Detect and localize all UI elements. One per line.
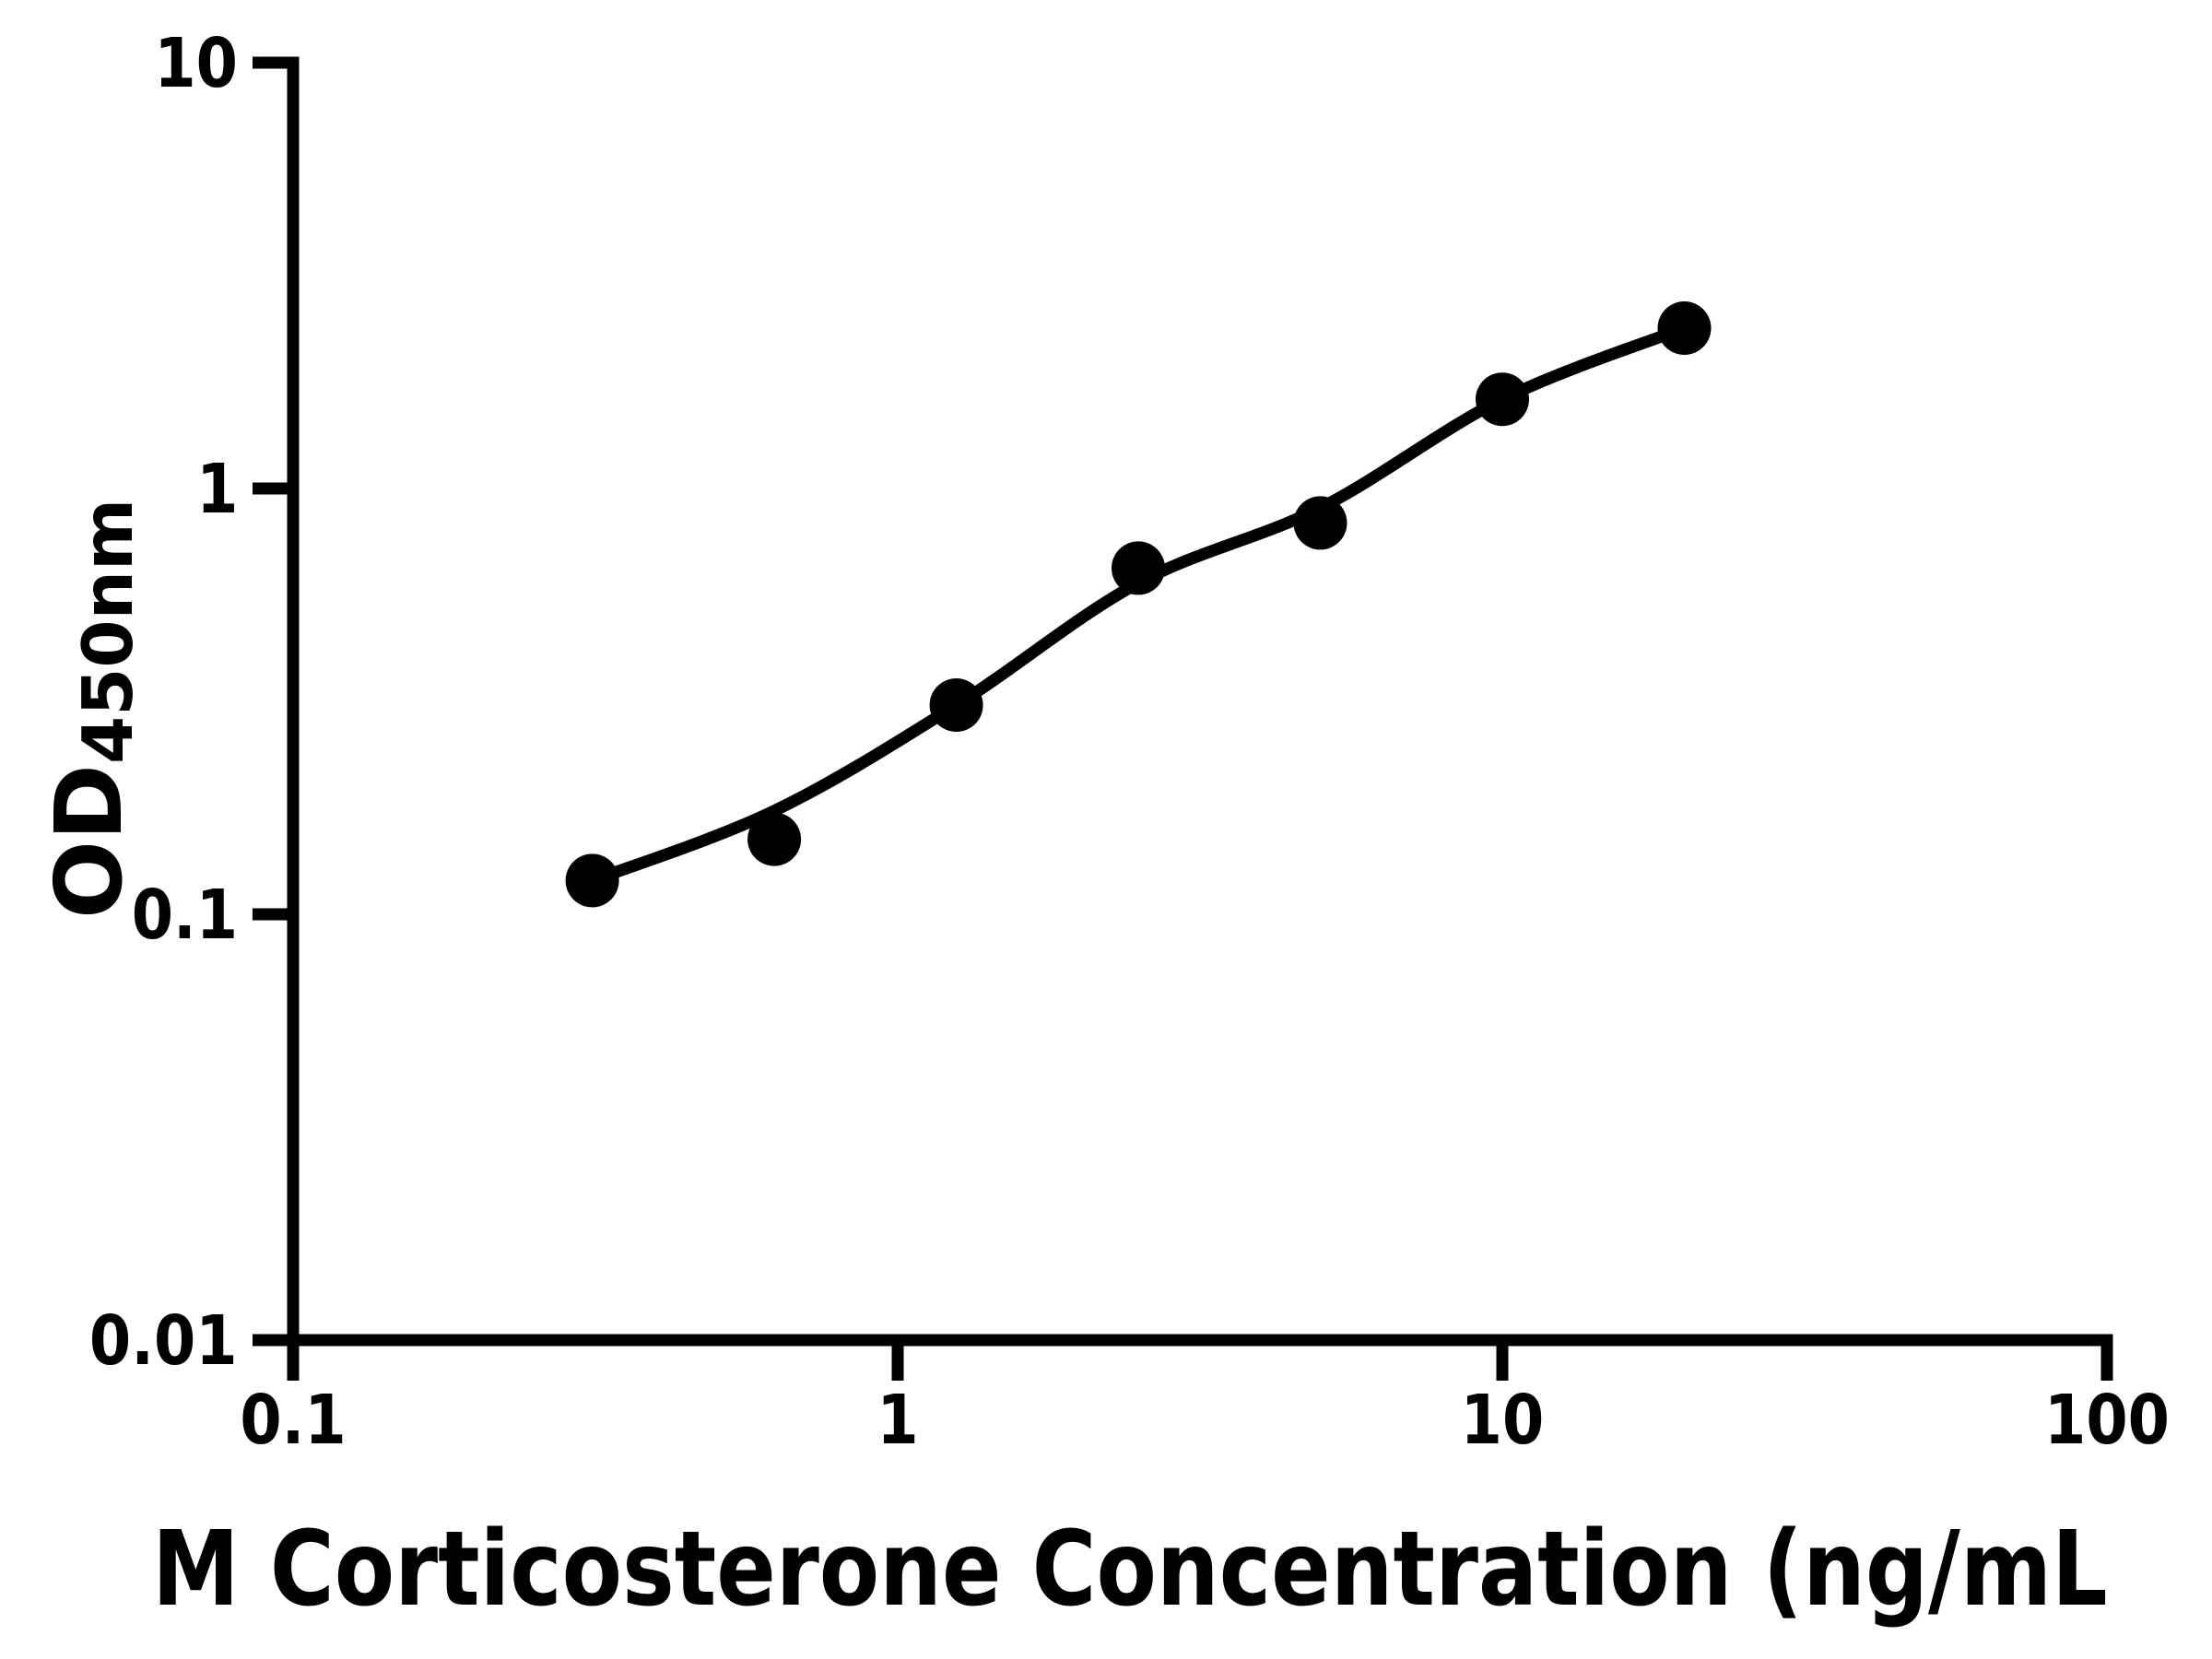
x-tick-label-10: 10 bbox=[1460, 1381, 1545, 1460]
x-tick-label-0.1: 0.1 bbox=[240, 1381, 347, 1460]
data-points-layer bbox=[565, 301, 1712, 908]
data-point-x5 bbox=[1293, 496, 1347, 550]
data-point-x10 bbox=[1476, 372, 1529, 427]
x-axis-title: M Corticosterone Concentration (ng/mL bbox=[152, 1510, 2108, 1630]
data-point-x0.625 bbox=[747, 812, 802, 866]
y-tick-label-1: 1 bbox=[195, 450, 238, 529]
y-tick-label-10: 10 bbox=[154, 24, 238, 103]
y-axis-title-main: OD bbox=[35, 763, 143, 919]
data-point-x20 bbox=[1657, 301, 1712, 355]
data-point-x2.5 bbox=[1112, 541, 1165, 595]
axes bbox=[287, 56, 2113, 1347]
y-axis-title-subscript: 450nm bbox=[67, 498, 148, 764]
data-point-x1.25 bbox=[929, 678, 983, 732]
y-tick-label-0.1: 0.1 bbox=[131, 876, 238, 955]
axis-ticks bbox=[253, 56, 2113, 1381]
y-tick-label-0.01: 0.01 bbox=[89, 1301, 238, 1381]
x-tick-label-1: 1 bbox=[877, 1381, 919, 1460]
y-axis-title: OD450nm bbox=[35, 499, 148, 919]
data-point-x0.3125 bbox=[565, 853, 619, 908]
x-tick-label-100: 100 bbox=[2044, 1381, 2170, 1460]
